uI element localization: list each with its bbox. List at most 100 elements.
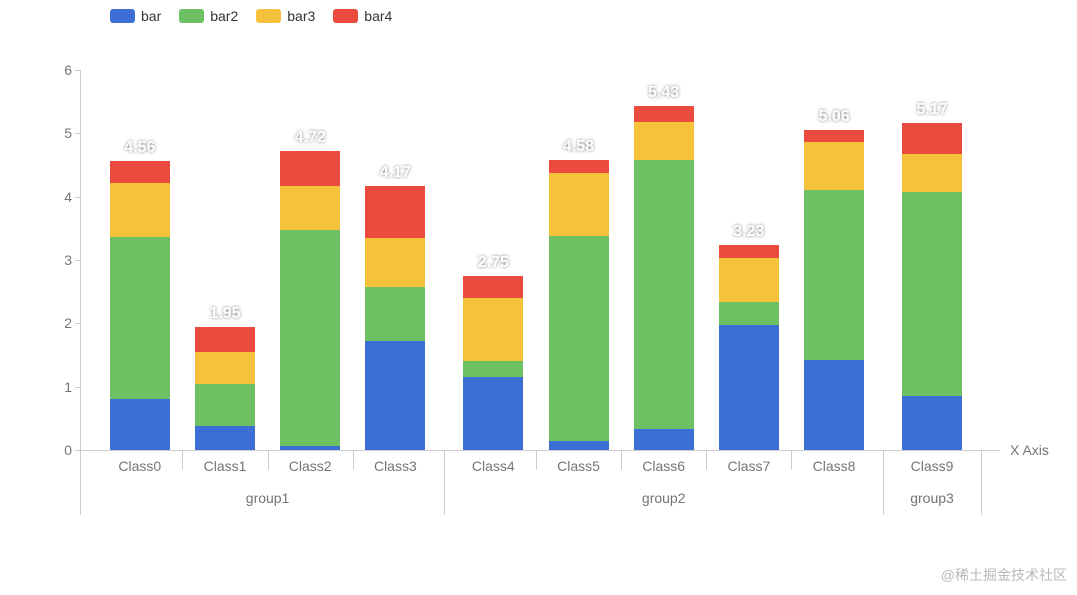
bar-segment-bar [804,360,864,450]
bar-total-label: 4.56 [110,139,170,157]
bar-segment-bar [902,396,962,450]
group-divider [883,450,884,515]
bar-segment-bar2 [902,192,962,396]
bar-segment-bar3 [719,258,779,302]
group-label: group1 [246,490,290,506]
x-tick-label: Class8 [813,458,856,474]
bar-segment-bar [365,341,425,450]
bar-segment-bar4 [804,130,864,143]
bar-segment-bar4 [634,106,694,122]
y-tick-mark [75,133,80,134]
watermark: @稀土掘金技术社区 [941,565,1067,585]
x-tick-mark [268,450,269,470]
bar-segment-bar4 [463,276,523,298]
bar-segment-bar3 [280,186,340,230]
group-divider [444,450,445,515]
y-tick-label: 0 [64,442,72,458]
x-tick-mark [536,450,537,470]
legend-marker-icon [256,9,281,23]
bar-segment-bar2 [549,236,609,441]
bar-segment-bar2 [463,361,523,377]
group-label: group2 [642,490,686,506]
bar-segment-bar4 [365,186,425,238]
bar-segment-bar [195,426,255,450]
x-tick-mark [353,450,354,470]
bar-segment-bar [549,441,609,451]
y-tick-label: 3 [64,252,72,268]
bar-total-label: 4.58 [549,138,609,156]
y-tick-label: 6 [64,62,72,78]
legend-item-bar3[interactable]: bar3 [256,8,315,24]
bar-segment-bar4 [902,123,962,155]
group-divider [981,450,982,515]
bar-segment-bar3 [365,238,425,287]
x-tick-label: Class6 [642,458,685,474]
legend-item-bar2[interactable]: bar2 [179,8,238,24]
x-tick-label: Class4 [472,458,515,474]
bar-total-label: 3.23 [719,223,779,241]
bar-segment-bar4 [195,327,255,352]
y-tick-label: 5 [64,125,72,141]
bar-segment-bar4 [549,160,609,173]
bar-total-label: 4.72 [280,129,340,147]
bar-segment-bar3 [463,298,523,361]
legend-label: bar3 [287,8,315,24]
bar-total-label: 2.75 [463,254,523,272]
bar-segment-bar2 [719,302,779,325]
legend-marker-icon [333,9,358,23]
y-tick-label: 4 [64,189,72,205]
y-tick-mark [75,70,80,71]
bar-segment-bar2 [634,160,694,429]
group-label: group3 [910,490,954,506]
bar-segment-bar2 [110,237,170,399]
bar-total-label: 5.43 [634,84,694,102]
bar-segment-bar3 [195,352,255,384]
bar-segment-bar3 [549,173,609,236]
legend-label: bar2 [210,8,238,24]
x-tick-mark [182,450,183,470]
bar-segment-bar4 [110,161,170,183]
y-tick-mark [75,323,80,324]
bar-segment-bar2 [804,190,864,360]
legend-item-bar4[interactable]: bar4 [333,8,392,24]
bar-segment-bar [110,399,170,450]
chart-container: barbar2bar3bar4 0123456 4.561.954.724.17… [0,0,1077,595]
bar-segment-bar4 [719,245,779,258]
bar-segment-bar2 [280,230,340,445]
x-tick-mark [706,450,707,470]
legend-label: bar4 [364,8,392,24]
x-tick-label: Class0 [118,458,161,474]
bar-segment-bar [463,377,523,450]
group-divider [80,450,81,515]
legend: bar bar2 bar3 bar4 [110,8,392,24]
bar-segment-bar4 [280,151,340,186]
bars-region: 4.561.954.724.172.754.585.433.235.065.17 [80,70,1000,450]
x-tick-mark [621,450,622,470]
y-tick-label: 2 [64,315,72,331]
x-axis-title: X Axis [1010,442,1049,458]
bar-total-label: 5.06 [804,108,864,126]
x-tick-label: Class9 [911,458,954,474]
y-tick-label: 1 [64,379,72,395]
x-tick-mark [791,450,792,470]
legend-label: bar [141,8,161,24]
bar-segment-bar3 [902,154,962,192]
x-tick-label: Class3 [374,458,417,474]
x-tick-label: Class5 [557,458,600,474]
x-tick-label: Class1 [204,458,247,474]
x-axis-baseline [80,450,1000,451]
bar-segment-bar2 [195,384,255,426]
x-tick-label: Class7 [727,458,770,474]
y-tick-mark [75,260,80,261]
legend-item-bar[interactable]: bar [110,8,161,24]
x-tick-label: Class2 [289,458,332,474]
bar-total-label: 5.17 [902,101,962,119]
legend-marker-icon [110,9,135,23]
bar-segment-bar [719,325,779,450]
legend-marker-icon [179,9,204,23]
y-tick-mark [75,387,80,388]
bar-segment-bar3 [110,183,170,237]
y-tick-mark [75,197,80,198]
bar-segment-bar3 [634,122,694,160]
bar-segment-bar2 [365,287,425,341]
